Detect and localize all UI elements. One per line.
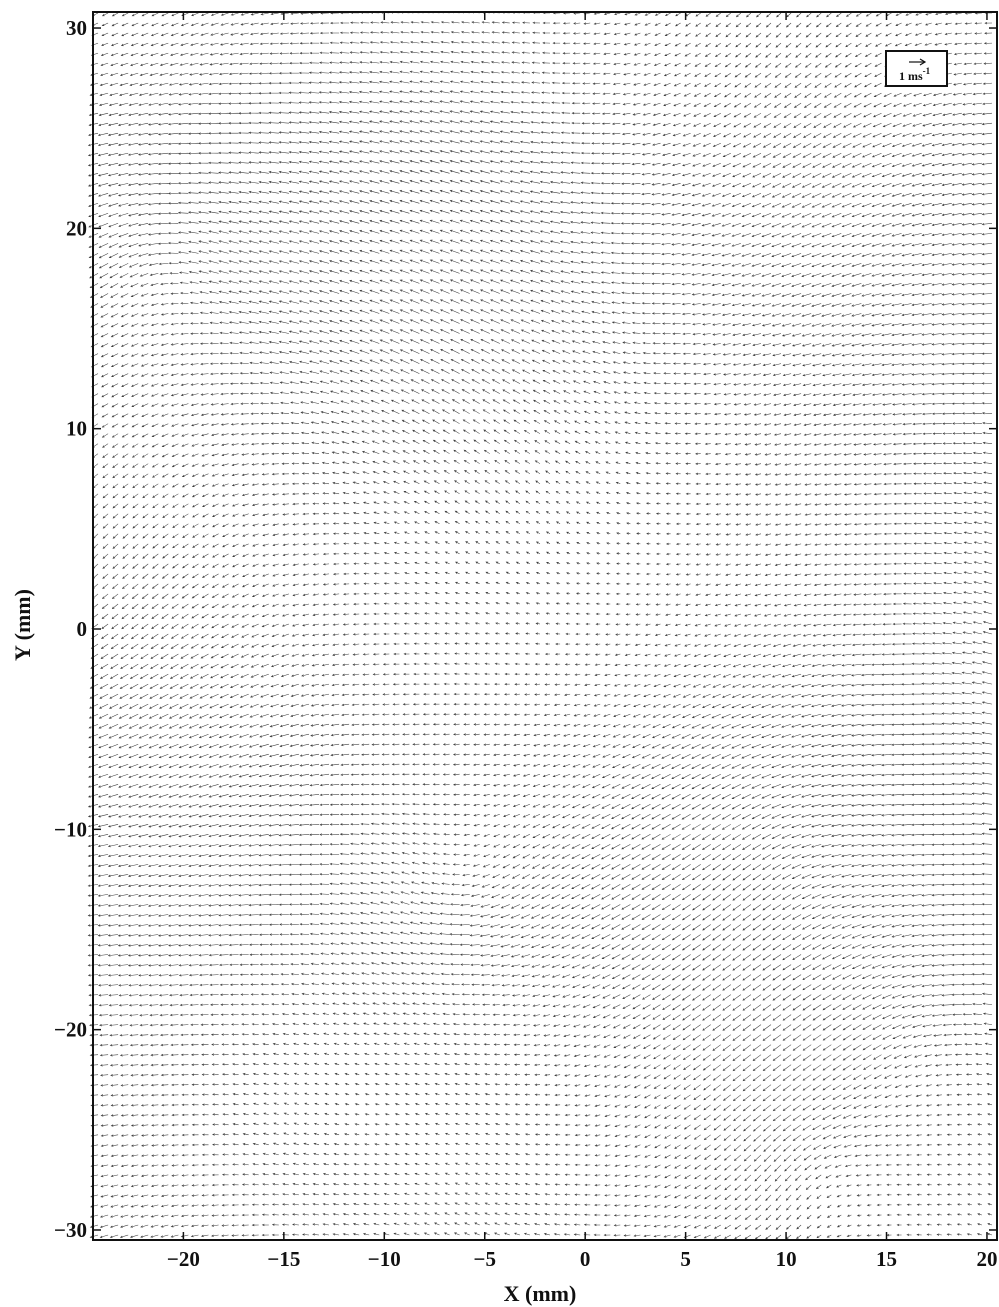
legend-label: 1 ms	[899, 69, 923, 83]
x-tick-label: 20	[976, 1247, 997, 1271]
y-tick-label: 30	[66, 16, 87, 40]
axes-frame	[92, 11, 998, 1241]
x-tick-label: 0	[580, 1247, 591, 1271]
legend-label-exponent: -1	[923, 66, 931, 76]
y-tick-label: 20	[66, 216, 87, 240]
y-tick-label: −10	[54, 817, 87, 841]
x-tick-label: 15	[876, 1247, 897, 1271]
legend-label-group: 1 ms-1	[899, 66, 931, 83]
x-tick-label: −5	[473, 1247, 495, 1271]
legend-reference-arrow	[909, 58, 927, 66]
x-tick-label: −15	[267, 1247, 300, 1271]
y-tick-label: 0	[77, 617, 88, 641]
y-tick-label: 10	[66, 417, 87, 441]
x-tick-label: 10	[776, 1247, 797, 1271]
x-tick-label: 5	[680, 1247, 691, 1271]
x-tick-label: −10	[368, 1247, 401, 1271]
axes	[92, 11, 998, 1241]
x-axis-label: X (mm)	[504, 1281, 577, 1306]
y-tick-label: −20	[54, 1018, 87, 1042]
y-axis-label: Y (mm)	[10, 589, 35, 661]
x-tick-label: −20	[167, 1247, 200, 1271]
y-tick-label: −30	[54, 1218, 87, 1242]
tick-labels: −20 −15 −10 −5 0 5 10 15 20 −30 −20 −10 0 10 20 30	[54, 16, 997, 1271]
legend-box: 1 ms-1	[885, 50, 948, 87]
